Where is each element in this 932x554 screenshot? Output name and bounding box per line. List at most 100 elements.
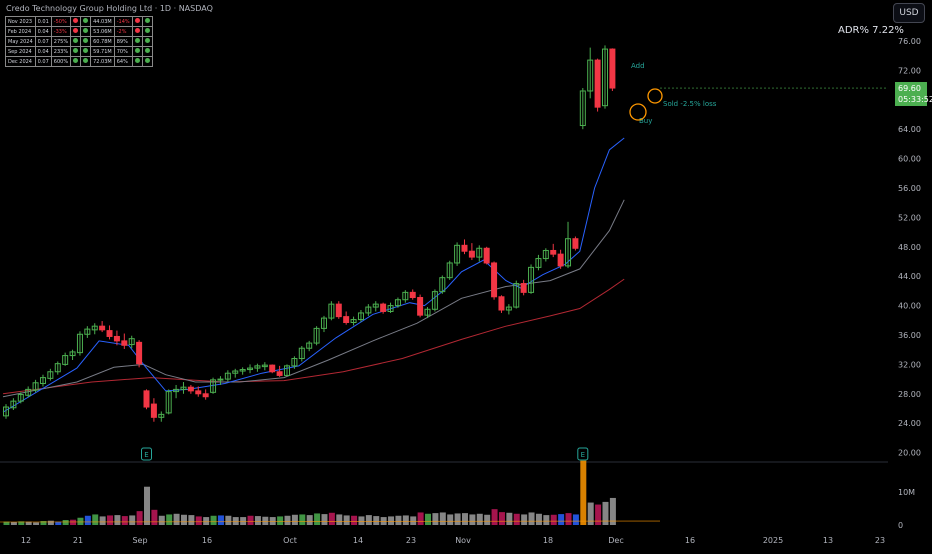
currency-button[interactable]: USD <box>893 3 925 23</box>
earnings-status-dot <box>131 16 143 27</box>
x-tick-label: Sep <box>132 536 147 545</box>
y-tick-label: 76.00 <box>898 37 921 46</box>
y-tick-label: 56.00 <box>898 184 921 193</box>
volume-bar <box>195 516 202 525</box>
last-price: 69.60 <box>898 84 921 93</box>
volume-bar <box>284 515 291 525</box>
candle-body <box>276 371 283 376</box>
earnings-status-dot <box>80 16 92 27</box>
earnings-status-dot <box>141 16 153 27</box>
volume-bar <box>602 501 609 525</box>
volume-bar <box>158 515 165 525</box>
earnings-marker <box>577 447 589 461</box>
earnings-rev: 60.78M <box>90 36 115 47</box>
volume-bar <box>3 521 10 525</box>
volume-bar <box>513 513 520 525</box>
y-tick-label: 20.00 <box>898 449 921 458</box>
candle-body <box>572 238 579 249</box>
volume-bar <box>84 515 91 525</box>
volume-bar <box>528 512 535 525</box>
volume-average-line <box>0 520 661 523</box>
volume-bar <box>188 515 195 525</box>
earnings-rev: 53.06M <box>90 26 115 37</box>
y-tick-label: 64.00 <box>898 125 921 134</box>
ma-slow-line <box>2 278 625 395</box>
candle-body <box>232 370 239 374</box>
earnings-rev: 59.71M <box>90 46 115 57</box>
volume-bar <box>136 511 143 525</box>
volume-bar <box>10 522 17 525</box>
candle-body <box>394 299 401 307</box>
volume-bar <box>247 515 254 525</box>
earnings-rev-chg: 70% <box>113 46 133 57</box>
earnings-status-dot <box>141 46 153 57</box>
volume-bar <box>210 515 217 525</box>
earnings-status-dot <box>70 46 82 57</box>
earnings-rev-chg: 64% <box>113 56 133 67</box>
candle-body <box>261 364 268 368</box>
candle-body <box>328 303 335 319</box>
x-tick-label: 23 <box>406 536 416 545</box>
candle-body <box>39 377 46 385</box>
earnings-eps: 0.01 <box>34 16 52 27</box>
candle-body <box>84 328 91 335</box>
earnings-status-dot <box>80 36 92 47</box>
volume-bar <box>595 504 602 525</box>
candle-body <box>99 325 106 331</box>
sold-annotation: Sold -2.5% loss <box>663 100 717 108</box>
volume-bar <box>476 513 483 525</box>
candle-body <box>17 394 24 402</box>
earnings-status-dot <box>141 36 153 47</box>
candle-body <box>468 250 475 258</box>
volume-bar <box>461 513 468 525</box>
candle-body <box>210 379 217 393</box>
earnings-eps-chg: 600% <box>50 56 72 67</box>
candle-body <box>3 406 9 417</box>
volume-tick-label: 0 <box>898 521 903 530</box>
candle-body <box>439 277 446 293</box>
volume-bar <box>373 516 380 525</box>
volume-bar <box>543 515 550 525</box>
candle-body <box>180 386 187 390</box>
volume-bar <box>521 514 528 525</box>
earnings-rev: 72.03M <box>90 56 115 67</box>
candle-body <box>254 365 261 369</box>
volume-bar <box>62 520 69 525</box>
candle-body <box>25 388 32 396</box>
candle-body <box>313 327 320 344</box>
candle-body <box>47 371 54 379</box>
earnings-row: Nov 2023 0.01 -50% 44.03M -14% <box>5 16 153 27</box>
earnings-status-dot <box>70 56 82 67</box>
volume-bar <box>254 516 261 525</box>
earnings-status-dot <box>141 56 153 67</box>
volume-bar <box>565 513 572 525</box>
y-tick-label: 60.00 <box>898 155 921 164</box>
candle-body <box>387 305 394 312</box>
volume-bar <box>232 517 239 525</box>
earnings-period: May 2024 <box>5 36 36 47</box>
candle-body <box>513 283 520 308</box>
earnings-rev-chg: -2% <box>113 26 133 37</box>
ma-fast-line <box>2 137 625 413</box>
volume-bar <box>99 516 106 525</box>
volume-bar <box>365 515 372 525</box>
volume-bar <box>402 515 409 525</box>
candle-body <box>357 312 364 321</box>
volume-bar <box>336 514 343 525</box>
volume-bar <box>107 515 114 525</box>
candle-body <box>32 382 39 391</box>
earnings-rev-chg: -14% <box>113 16 133 27</box>
volume-bar <box>454 513 461 525</box>
x-tick-label: Dec <box>608 536 623 545</box>
candle-body <box>239 369 246 372</box>
candle-body <box>224 372 231 380</box>
volume-bar <box>92 514 99 525</box>
candle-body <box>128 338 135 346</box>
candle-body <box>505 306 512 311</box>
candle-body <box>76 333 83 354</box>
candle-body <box>320 317 327 329</box>
earnings-status-dot <box>131 46 143 57</box>
volume-bar <box>484 514 491 525</box>
